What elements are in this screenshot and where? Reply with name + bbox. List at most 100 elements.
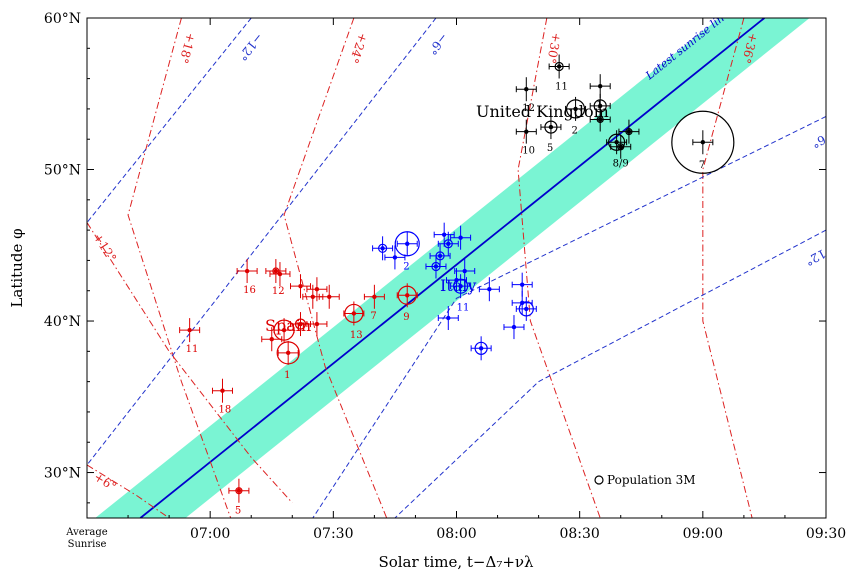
- data-point: [394, 231, 420, 257]
- population-circle: [294, 318, 307, 330]
- x-tick-first-label: Average: [65, 527, 108, 538]
- population-circle: [671, 110, 735, 174]
- data-marker: [327, 294, 332, 299]
- data-marker: [548, 124, 554, 130]
- data-marker: [433, 264, 439, 269]
- data-point: [548, 54, 570, 79]
- data-marker: [281, 327, 287, 333]
- x-tick-label: 07:00: [190, 526, 230, 542]
- data-point: [454, 259, 476, 284]
- data-point: [211, 378, 233, 403]
- data-marker: [478, 346, 484, 351]
- population-circle: [276, 341, 300, 365]
- x-tick-label: 08:00: [436, 526, 476, 542]
- population-scale-label: Population 3M: [607, 473, 696, 487]
- data-marker: [392, 255, 398, 260]
- data-marker: [269, 337, 274, 342]
- x-axis-title: Solar time, t−Δ₇+νλ: [378, 553, 534, 571]
- point-label: 9: [403, 312, 409, 323]
- data-marker: [314, 321, 320, 327]
- population-circle: [565, 99, 586, 119]
- data-marker: [310, 294, 316, 299]
- data-marker: [437, 253, 443, 259]
- x-tick-label: 08:30: [559, 526, 599, 542]
- y-tick-label: 60°N: [44, 11, 81, 27]
- point-label: 8/9: [613, 159, 629, 170]
- data-point: [318, 284, 340, 309]
- data-marker: [273, 268, 279, 274]
- point-label: 11: [555, 82, 568, 93]
- red-contour-5-label: +6°: [91, 470, 119, 494]
- data-point: [289, 274, 311, 299]
- data-point: [515, 296, 537, 321]
- data-marker: [458, 235, 463, 240]
- data-point: [261, 327, 283, 352]
- data-marker: [380, 246, 385, 251]
- population-circle: [453, 278, 469, 294]
- data-marker: [298, 283, 303, 289]
- data-marker: [187, 327, 192, 333]
- data-marker: [573, 106, 578, 112]
- data-marker: [277, 271, 283, 277]
- point-label: 12: [522, 103, 535, 114]
- data-point: [450, 274, 472, 299]
- x-tick-label: 07:30: [313, 526, 353, 542]
- population-circle: [554, 61, 564, 72]
- point-label: 1: [596, 100, 602, 111]
- data-marker: [556, 64, 562, 69]
- population-circle: [518, 301, 534, 317]
- annotation-italy: Italy: [440, 276, 476, 295]
- data-marker: [236, 488, 242, 493]
- data-marker: [351, 311, 357, 316]
- blue-contour-1: [87, 18, 437, 466]
- data-marker: [462, 268, 467, 274]
- y-axis-title: Latitude φ: [8, 228, 26, 307]
- data-point: [276, 340, 300, 365]
- point-label: 18: [218, 405, 231, 416]
- data-point: [269, 262, 291, 287]
- data-marker: [441, 232, 447, 237]
- data-marker: [618, 144, 623, 149]
- data-marker: [524, 306, 529, 312]
- data-point: [671, 110, 735, 174]
- point-label: 7: [370, 311, 376, 322]
- population-circle: [344, 303, 364, 324]
- population-circle: [378, 243, 388, 253]
- data-point: [437, 306, 459, 330]
- data-marker: [597, 117, 603, 122]
- data-marker: [285, 350, 291, 356]
- red-contour-2: [517, 18, 601, 518]
- data-marker: [597, 83, 603, 89]
- blue-contour-2-label: +6°: [809, 128, 836, 151]
- data-marker: [314, 287, 320, 292]
- point-label: 11: [457, 302, 470, 313]
- red-contour-5: [87, 464, 170, 518]
- population-circle: [235, 487, 243, 495]
- red-contour-1: [283, 18, 388, 518]
- data-marker: [626, 129, 632, 134]
- population-circle: [596, 115, 604, 124]
- x-tick-label: 09:30: [806, 526, 846, 542]
- data-point: [228, 478, 250, 503]
- data-point: [396, 283, 418, 308]
- data-marker: [519, 282, 525, 287]
- data-point: [610, 134, 632, 159]
- point-label: 16: [243, 285, 256, 296]
- annotation-spain: Spain: [265, 316, 311, 335]
- data-point: [618, 119, 640, 144]
- data-point: [565, 96, 587, 121]
- data-point: [273, 318, 295, 343]
- data-point: [470, 336, 492, 361]
- data-point: [372, 236, 394, 261]
- point-label: 1: [284, 370, 290, 381]
- data-point: [179, 318, 201, 343]
- data-marker: [446, 241, 451, 246]
- blue-contour-0: [87, 18, 252, 223]
- population-circle: [617, 143, 625, 151]
- blue-contour-1-label: −6°: [425, 30, 451, 57]
- red-contour-2-label: +30°: [544, 31, 564, 64]
- data-point: [236, 259, 258, 284]
- point-label: 12: [272, 286, 285, 297]
- data-point: [515, 119, 537, 144]
